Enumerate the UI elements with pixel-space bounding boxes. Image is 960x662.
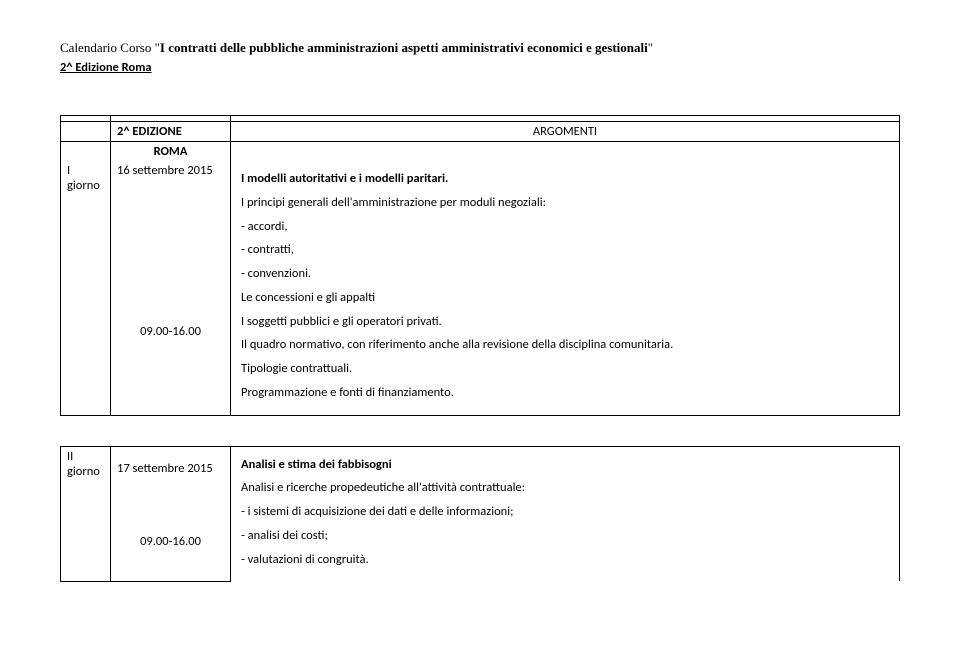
date-cell: 17 settembre 2015 [111,446,231,532]
content-line: - analisi dei costi; [241,524,889,548]
table-row: 2^ EDIZIONE ARGOMENTI [61,122,900,142]
content-line: - accordi, [241,215,889,239]
table-row: ROMA [61,142,900,162]
content-line: Le concessioni e gli appalti [241,286,889,310]
content-line: - convenzioni. [241,262,889,286]
content-line: Programmazione e fonti di finanziamento. [241,381,889,405]
schedule-table-day1: 2^ EDIZIONE ARGOMENTI ROMA I giorno 16 s… [60,115,900,416]
schedule-table-day2: II giorno 17 settembre 2015 Analisi e st… [60,446,900,582]
content-cell: Analisi e stima dei fabbisogni Analisi e… [231,446,900,581]
table-row: I giorno 16 settembre 2015 I modelli aut… [61,161,900,322]
content-line: I soggetti pubblici e gli operatori priv… [241,310,889,334]
content-line: - valutazioni di congruità. [241,548,889,572]
content-line: Tipologie contrattuali. [241,357,889,381]
doc-header-line: Calendario Corso "I contratti delle pubb… [60,40,900,56]
edition-cell: 2^ EDIZIONE [111,122,231,142]
header-prefix: Calendario Corso " [60,40,160,55]
content-line: - contratti, [241,238,889,262]
time-cell: 09.00-16.00 [111,322,231,415]
content-line: - i sistemi di acquisizione dei dati e d… [241,500,889,524]
doc-subtitle: 2^ Edizione Roma [60,60,900,75]
content-line: I modelli autoritativi e i modelli parit… [241,167,889,191]
table-row: II giorno 17 settembre 2015 Analisi e st… [61,446,900,532]
day-label: I giorno [61,161,111,322]
content-line: Analisi e stima dei fabbisogni [241,453,889,477]
content-cell: I modelli autoritativi e i modelli parit… [231,161,900,415]
time-cell: 09.00-16.00 [111,532,231,581]
content-line: Analisi e ricerche propedeutiche all'att… [241,476,889,500]
header-title: I contratti delle pubbliche amministrazi… [160,40,648,55]
day-label: II giorno [61,446,111,532]
city-cell: ROMA [111,142,231,162]
date-cell: 16 settembre 2015 [111,161,231,322]
content-line: I principi generali dell'amministrazione… [241,191,889,215]
argomenti-header: ARGOMENTI [231,122,900,142]
header-suffix: " [648,40,653,55]
content-line: Il quadro normativo, con riferimento anc… [241,333,889,357]
